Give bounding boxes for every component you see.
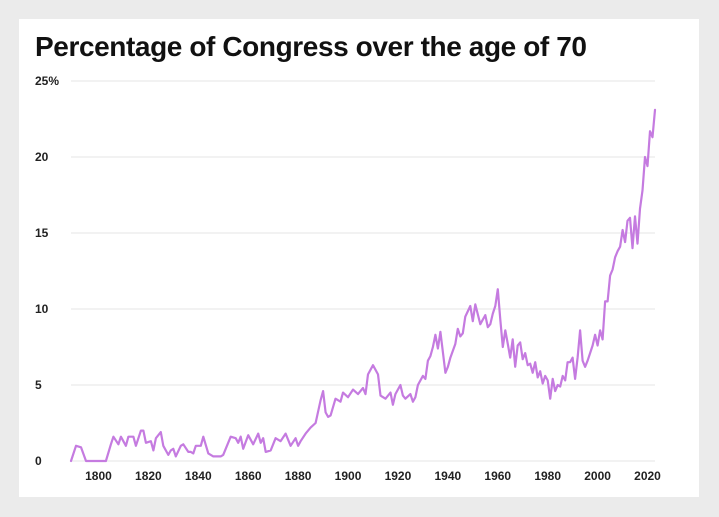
gridlines <box>71 80 655 462</box>
x-tick-label: 1820 <box>135 469 162 483</box>
series-layer <box>69 108 657 463</box>
y-tick-label: 5 <box>35 378 42 392</box>
y-axis-ticks: 0 5 10 15 20 25% <box>35 74 59 468</box>
x-tick-label: 1860 <box>235 469 262 483</box>
y-tick-label: 20 <box>35 150 49 164</box>
x-tick-label: 1980 <box>534 469 561 483</box>
x-tick-label: 1960 <box>484 469 511 483</box>
x-tick-label: 1920 <box>385 469 412 483</box>
chart-card: Percentage of Congress over the age of 7… <box>19 19 699 497</box>
y-tick-label: 0 <box>35 454 42 468</box>
x-tick-label: 1900 <box>335 469 362 483</box>
y-tick-label: 25% <box>35 74 59 88</box>
y-tick-label: 15 <box>35 226 49 240</box>
x-tick-label: 1940 <box>435 469 462 483</box>
chart-title: Percentage of Congress over the age of 7… <box>35 31 587 62</box>
x-tick-label: 1880 <box>285 469 312 483</box>
y-tick-label: 10 <box>35 302 49 316</box>
x-tick-label: 1800 <box>85 469 112 483</box>
series-line <box>69 108 657 463</box>
line-chart: 0 5 10 15 20 25% 1800 1820 1840 1860 1880 1900 1920… <box>35 74 661 483</box>
x-tick-label: 2020 <box>634 469 661 483</box>
x-tick-label: 2000 <box>584 469 611 483</box>
x-tick-label: 1840 <box>185 469 212 483</box>
x-axis-ticks: 1800 1820 1840 1860 1880 1900 1920 1940 1960 1980… <box>85 469 661 483</box>
